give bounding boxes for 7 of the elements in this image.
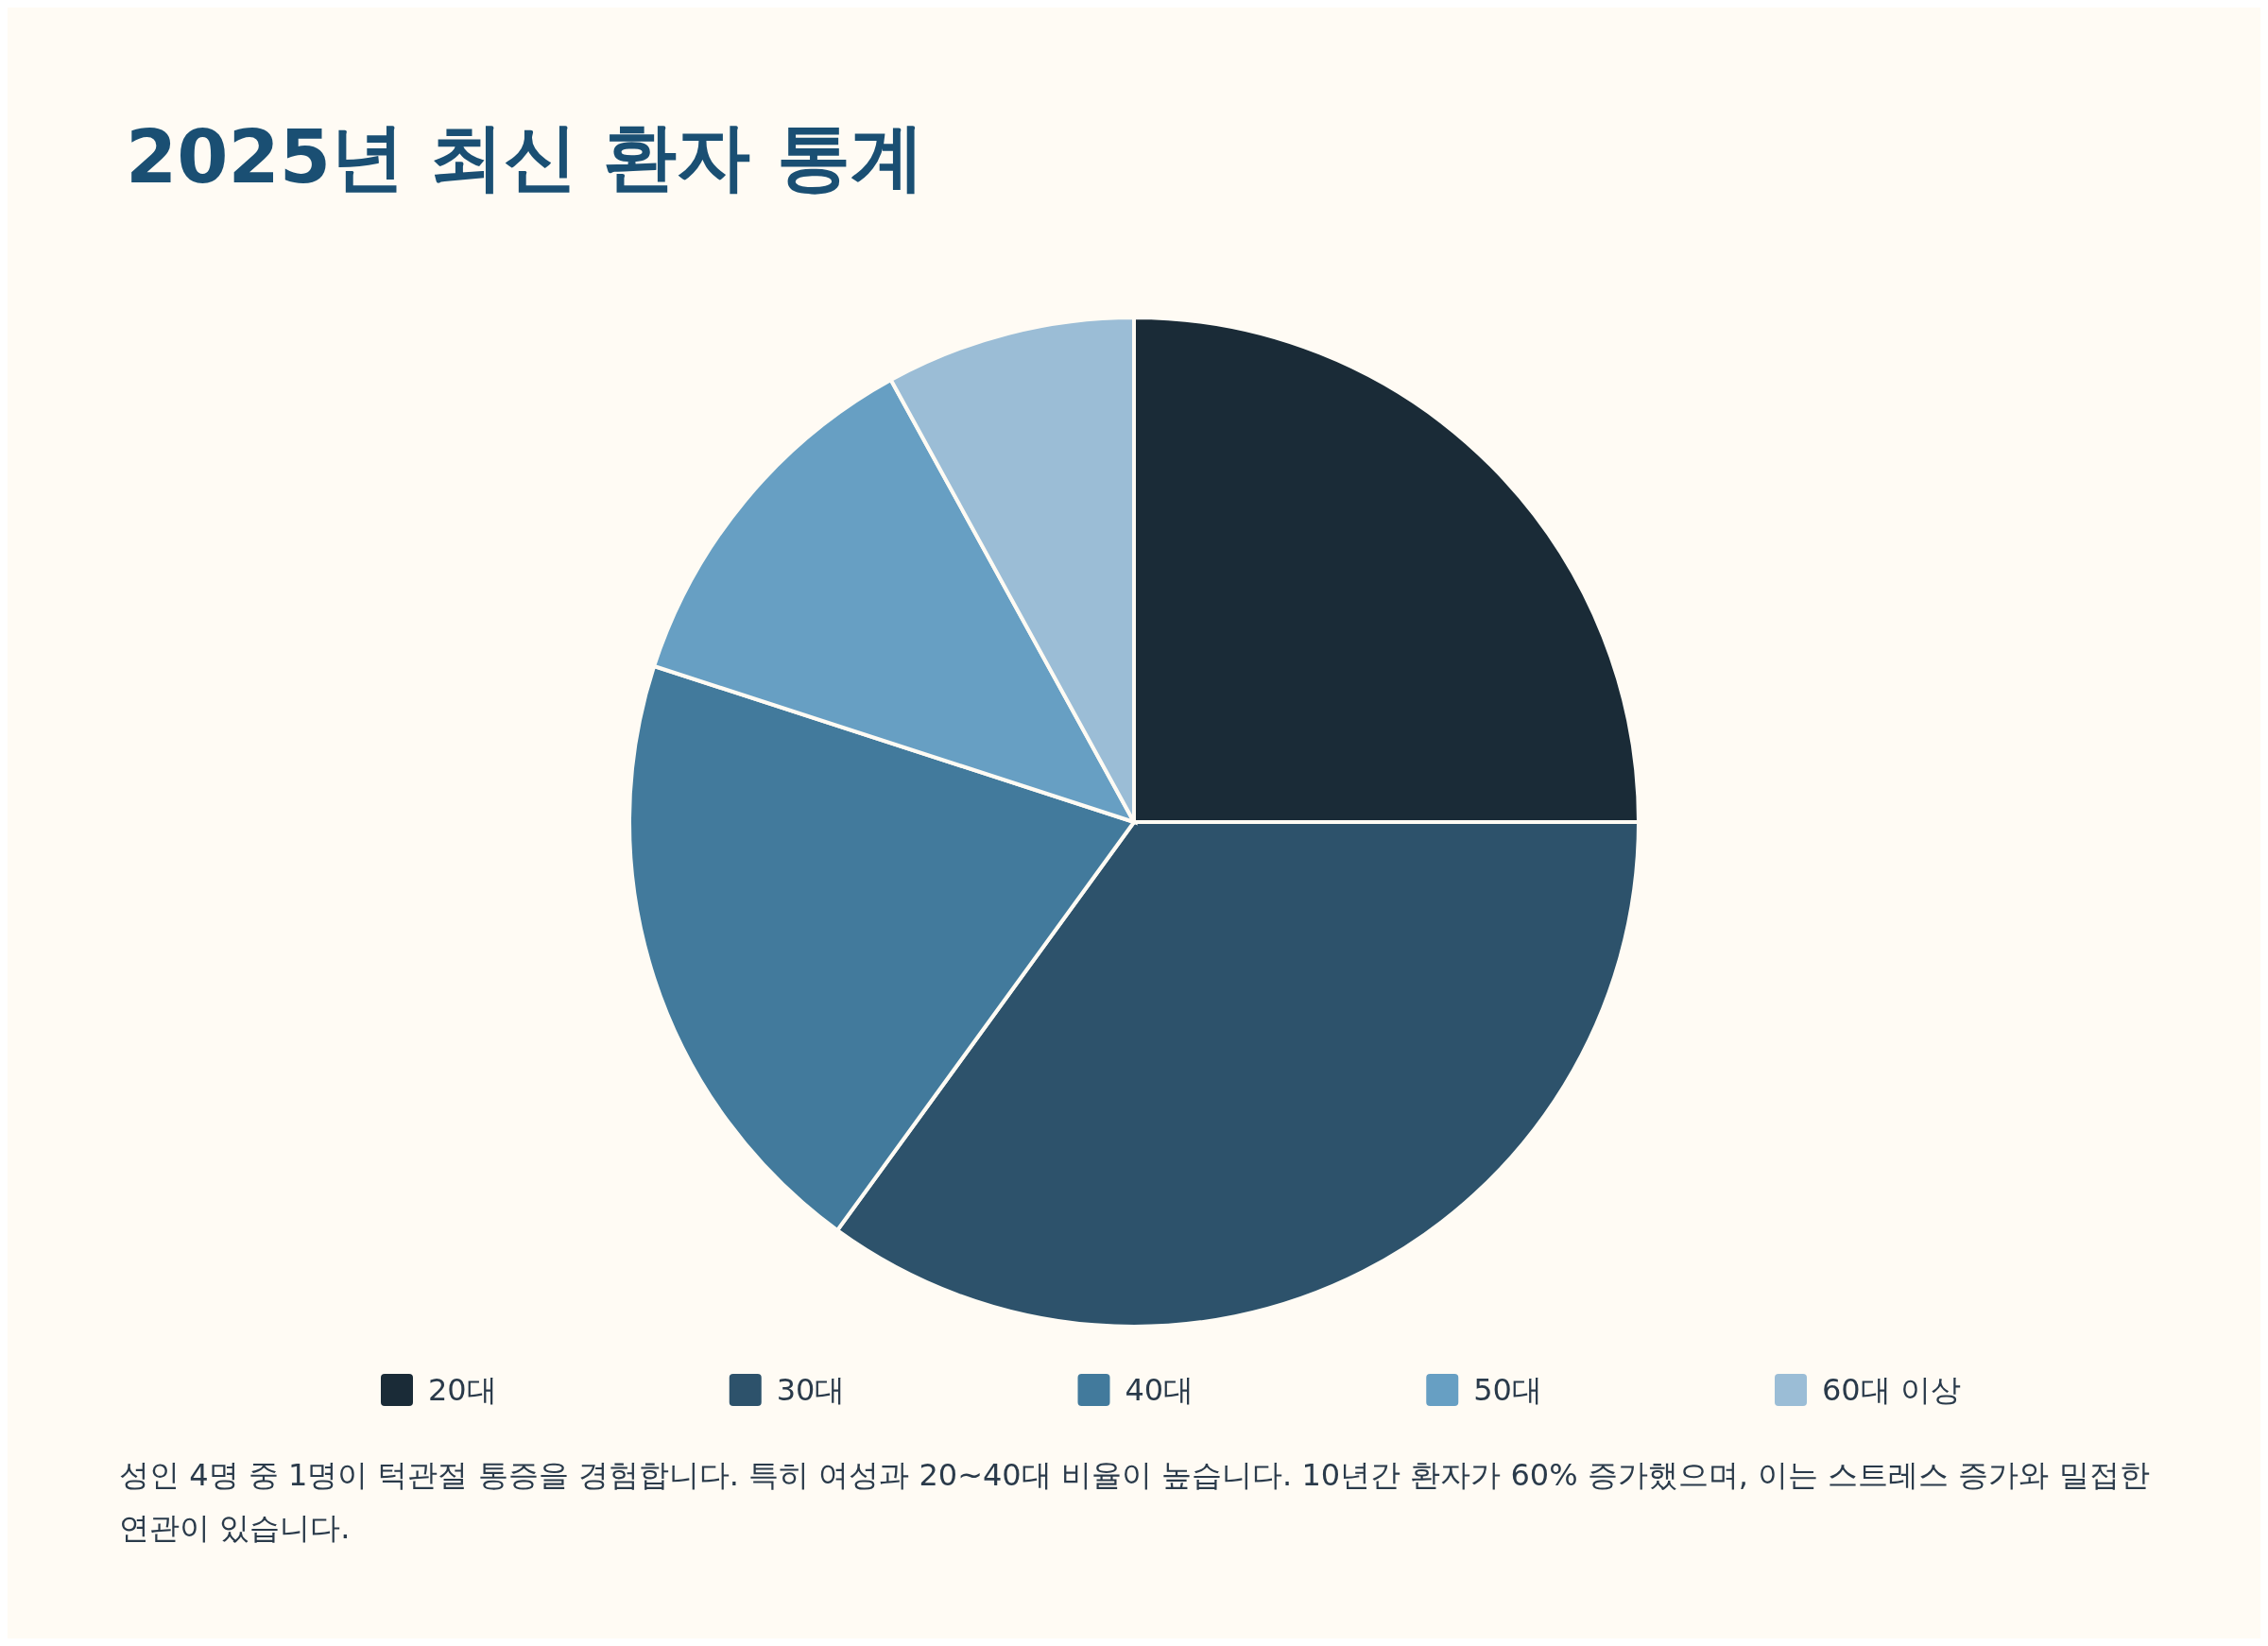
legend-label: 60대 이상 [1822, 1372, 1961, 1408]
chart-title: 2025년 최신 환자 통계 [126, 114, 924, 199]
legend-label: 30대 [776, 1372, 846, 1408]
text: 성인 4명 중 1명이 턱관절 통증을 경험합니다. 특히 여성과 20~40대 비율이 높습니다. 10년간 환자가 60% 증가했으며, 이는 스트레스 증가와 밀접한 연관이 있습니다. [119, 1456, 2151, 1548]
legend-label: 50대 [1473, 1372, 1542, 1408]
legend-label: 20대 [428, 1372, 497, 1408]
legend-label: 40대 [1125, 1372, 1194, 1408]
